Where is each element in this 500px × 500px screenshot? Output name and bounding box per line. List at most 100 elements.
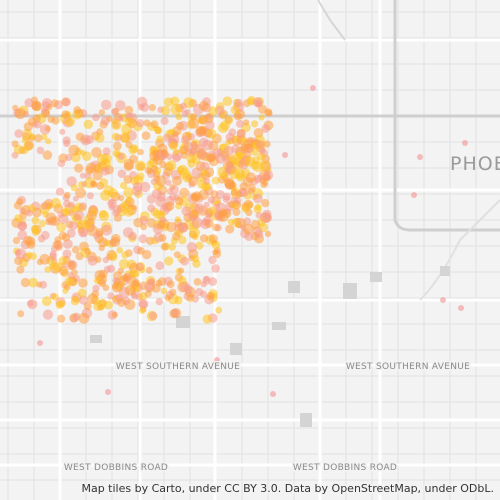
point xyxy=(98,269,108,279)
point xyxy=(118,194,125,202)
point xyxy=(61,110,70,119)
point xyxy=(55,187,65,196)
point xyxy=(45,138,52,145)
point xyxy=(172,153,181,163)
point xyxy=(155,175,167,187)
point xyxy=(58,266,69,276)
point xyxy=(137,148,144,156)
point xyxy=(170,308,180,318)
point xyxy=(96,299,107,310)
point xyxy=(90,208,97,215)
point xyxy=(14,214,23,223)
point xyxy=(208,277,218,286)
point xyxy=(115,100,126,111)
point xyxy=(255,140,265,149)
point xyxy=(100,158,112,169)
point xyxy=(232,202,239,209)
point xyxy=(172,175,183,186)
parks xyxy=(90,266,450,427)
point xyxy=(102,147,111,156)
point xyxy=(29,133,36,140)
point xyxy=(57,314,66,323)
point xyxy=(44,125,51,132)
point xyxy=(72,195,79,202)
point xyxy=(123,175,133,184)
point xyxy=(158,210,166,217)
point xyxy=(255,211,263,219)
point xyxy=(253,193,263,204)
point xyxy=(175,121,184,130)
point xyxy=(41,296,52,307)
place-label: PHOE xyxy=(450,153,500,175)
park xyxy=(288,281,300,293)
point xyxy=(101,99,112,111)
point xyxy=(239,182,249,191)
point xyxy=(234,98,243,108)
point xyxy=(98,109,106,116)
point xyxy=(165,160,177,171)
point xyxy=(184,284,193,294)
point xyxy=(175,113,183,121)
point xyxy=(198,114,209,125)
point xyxy=(164,294,172,302)
point xyxy=(107,264,116,273)
point xyxy=(164,256,174,266)
point xyxy=(93,231,101,240)
point xyxy=(195,241,204,250)
point xyxy=(145,266,153,274)
point xyxy=(225,224,235,234)
point xyxy=(134,160,146,172)
point xyxy=(123,158,135,170)
point xyxy=(111,108,118,116)
point xyxy=(188,176,199,187)
point xyxy=(67,261,76,271)
point xyxy=(75,132,85,142)
point xyxy=(83,119,94,129)
point xyxy=(206,153,215,163)
point xyxy=(200,168,208,176)
point xyxy=(215,190,225,199)
point xyxy=(73,106,81,114)
point xyxy=(50,99,59,108)
point xyxy=(160,242,169,251)
point xyxy=(37,340,43,346)
point xyxy=(198,189,209,200)
point xyxy=(165,201,175,211)
point xyxy=(139,307,146,314)
point xyxy=(125,140,133,149)
point xyxy=(100,190,111,201)
point xyxy=(98,237,108,248)
point xyxy=(111,119,122,131)
point xyxy=(128,231,137,241)
point xyxy=(18,221,27,231)
street-label: WEST SOUTHERN AVENUE xyxy=(116,362,240,372)
point xyxy=(203,178,211,185)
point xyxy=(59,128,66,135)
point xyxy=(234,197,242,204)
point xyxy=(65,153,73,161)
point xyxy=(62,249,72,259)
point xyxy=(156,192,166,202)
point xyxy=(92,170,103,181)
point xyxy=(129,269,138,278)
point xyxy=(190,192,200,203)
point xyxy=(165,179,172,186)
point xyxy=(79,172,86,179)
point xyxy=(236,152,243,159)
point xyxy=(118,258,130,270)
point xyxy=(207,196,216,204)
point xyxy=(15,248,27,260)
street-label: WEST SOUTHERN AVENUE xyxy=(346,362,470,372)
point xyxy=(95,133,105,143)
point xyxy=(17,230,28,241)
point xyxy=(240,143,249,152)
point xyxy=(173,251,181,259)
point xyxy=(68,144,80,156)
point xyxy=(98,279,106,288)
point xyxy=(73,210,85,221)
point xyxy=(51,116,60,125)
point xyxy=(137,247,145,255)
point xyxy=(244,156,255,167)
park xyxy=(90,335,102,343)
point xyxy=(150,120,159,129)
